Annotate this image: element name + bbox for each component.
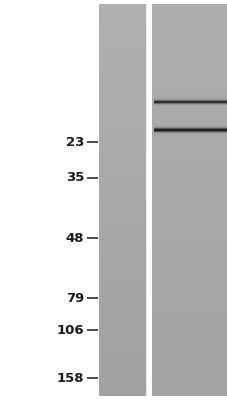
Bar [0,0,96,400]
Text: 79: 79 [66,292,84,304]
Text: 23: 23 [66,136,84,148]
Text: 106: 106 [57,324,84,336]
Text: 158: 158 [57,372,84,384]
Text: 35: 35 [66,172,84,184]
Text: 48: 48 [66,232,84,244]
